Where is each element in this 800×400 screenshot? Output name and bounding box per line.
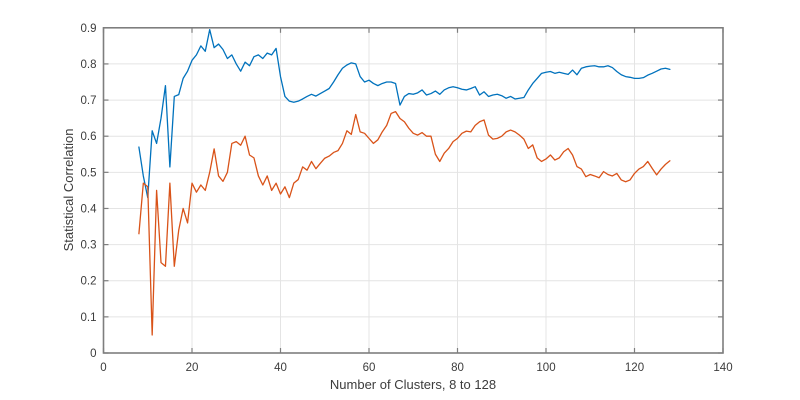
y-tick-label: 0 <box>90 348 96 360</box>
x-tick-label: 80 <box>451 362 464 374</box>
grid-layer <box>103 27 723 353</box>
y-tick-label: 0.2 <box>81 276 97 288</box>
y-axis-label: Statistical Correlation <box>61 129 76 252</box>
y-tick-label: 0.6 <box>81 131 97 143</box>
y-tick-label: 0.5 <box>81 167 97 179</box>
series-1-line <box>138 28 671 199</box>
x-tick-label: 20 <box>186 362 199 374</box>
y-tick-label: 0.9 <box>81 23 97 35</box>
x-tick-labels: 0 20 40 60 80 100 120 140 <box>100 362 732 374</box>
series-2-line <box>138 110 671 336</box>
x-tick-label: 60 <box>363 362 376 374</box>
y-tick-label: 0.8 <box>81 59 97 71</box>
x-tick-label: 120 <box>625 362 644 374</box>
y-tick-label: 0.7 <box>81 95 97 107</box>
axes-box <box>102 26 724 354</box>
x-tick-label: 100 <box>536 362 555 374</box>
x-tick-label: 40 <box>274 362 287 374</box>
y-tick-labels: 0 0.1 0.2 0.3 0.4 0.5 0.6 0.7 0.8 0.9 <box>81 23 98 360</box>
x-tick-label: 0 <box>100 362 106 374</box>
y-tick-label: 0.1 <box>81 312 97 324</box>
axes-box-layer <box>102 26 724 354</box>
series-layer <box>138 28 671 336</box>
tick-layer <box>102 27 724 354</box>
y-tick-label: 0.4 <box>81 203 98 215</box>
x-tick-label: 140 <box>713 362 732 374</box>
y-tick-label: 0.3 <box>81 240 97 252</box>
x-axis-label: Number of Clusters, 8 to 128 <box>330 377 496 392</box>
